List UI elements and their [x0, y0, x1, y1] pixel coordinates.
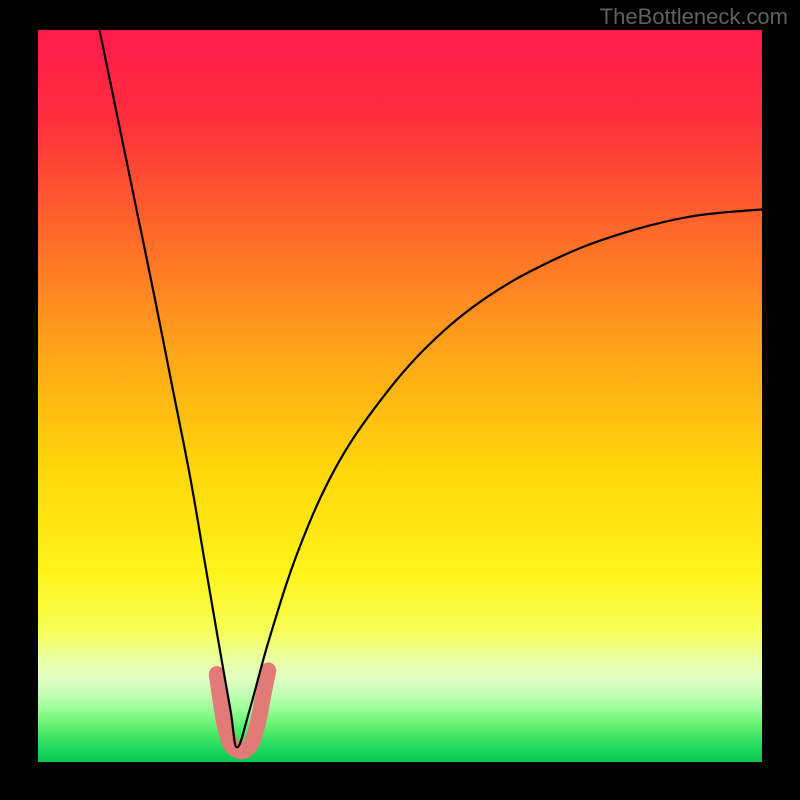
- bottleneck-chart: [0, 0, 800, 800]
- plot-background: [38, 30, 762, 762]
- chart-stage: TheBottleneck.com: [0, 0, 800, 800]
- watermark-text: TheBottleneck.com: [600, 4, 788, 30]
